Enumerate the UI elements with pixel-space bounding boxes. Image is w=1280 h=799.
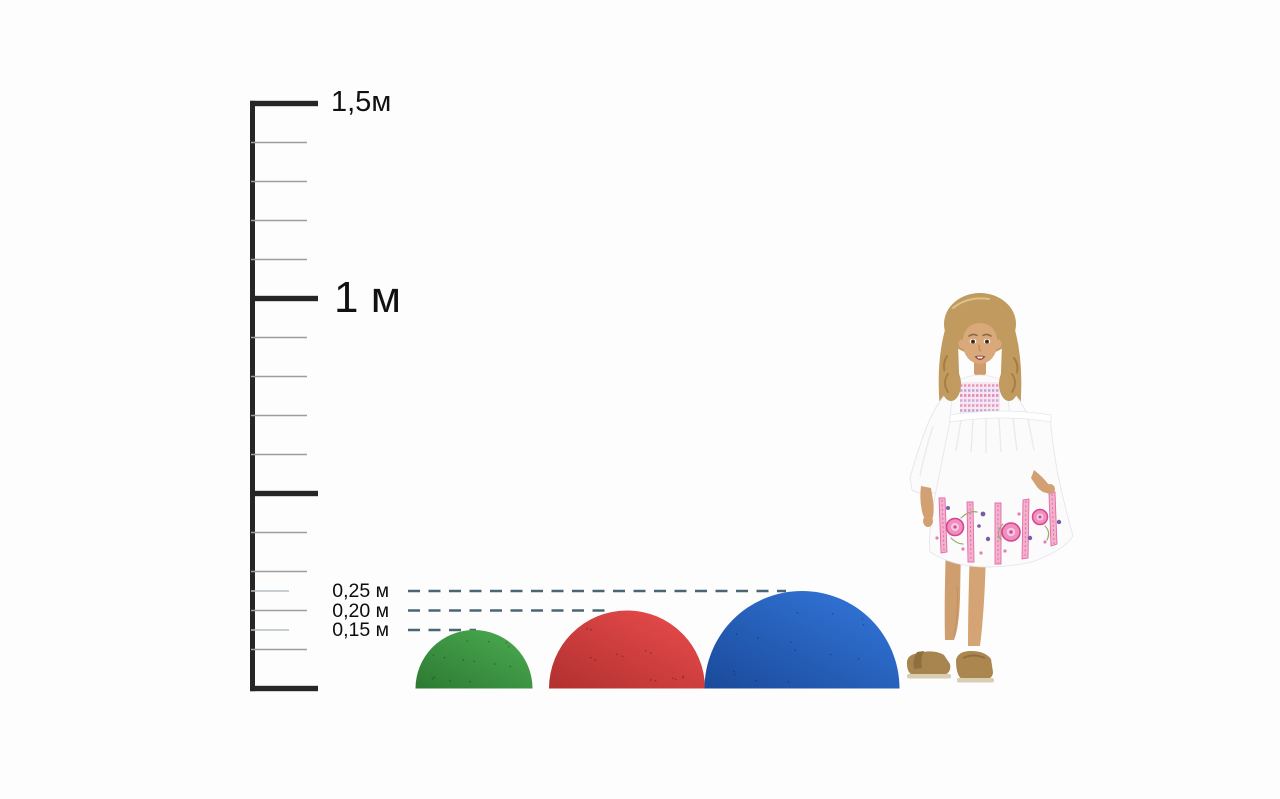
height-label-0-15m: 0,15 м: [332, 619, 389, 641]
ruler-label-1-5m: 1,5м: [331, 86, 392, 118]
child-hair-front-icon: [941, 367, 1019, 401]
ruler-major-tick: [250, 100, 318, 107]
ruler-label-1m: 1 м: [334, 273, 401, 322]
child-legs: [944, 546, 986, 646]
height-label-0-25m: 0,25 м: [332, 580, 389, 602]
ruler-spine: [250, 100, 255, 692]
child-figure: [906, 293, 1074, 683]
child-dress: [909, 374, 1074, 568]
height-label-0-20m: 0,20 м: [332, 600, 389, 622]
child-head: [958, 315, 1002, 376]
dress-embroidery: [935, 491, 1062, 565]
green-dome-texture: [431, 640, 512, 683]
green-dome: [415, 630, 533, 689]
red-dome-texture: [586, 627, 685, 682]
ruler-major-tick: [250, 295, 318, 302]
red-dome: [549, 610, 705, 689]
blue-dome: [704, 591, 900, 689]
child-shoes: [906, 651, 994, 683]
dynamic-graphics: [250, 100, 900, 692]
ruler-major-tick: [250, 490, 318, 497]
ruler-major-tick: [250, 685, 318, 692]
blue-dome-texture: [733, 611, 865, 683]
